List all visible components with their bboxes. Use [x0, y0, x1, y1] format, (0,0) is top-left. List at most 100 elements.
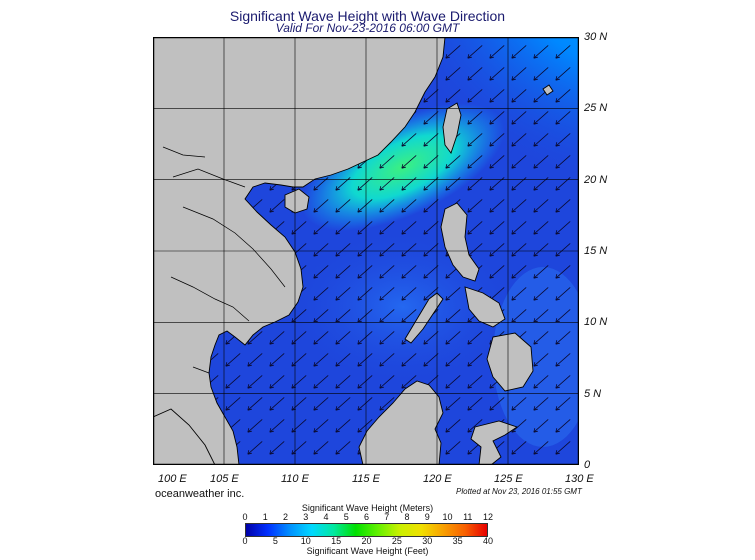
wave-direction-arrow: [423, 155, 439, 169]
wave-direction-arrow: [489, 221, 505, 235]
wave-direction-arrow: [313, 265, 329, 279]
land-taiwan: [442, 102, 462, 154]
wave-direction-arrow: [401, 309, 417, 323]
wave-direction-arrow: [533, 265, 549, 279]
wave-direction-arrow: [489, 67, 505, 81]
wave-direction-arrow: [313, 441, 329, 455]
colorbar: [245, 523, 488, 537]
wave-direction-arrow: [555, 67, 571, 81]
wave-direction-arrow: [445, 397, 461, 411]
wave-direction-arrow: [555, 331, 571, 345]
wave-direction-arrow: [379, 199, 395, 213]
wave-direction-arrow: [555, 441, 571, 455]
colorbar-feet-tick: 40: [482, 536, 494, 546]
colorbar-feet-tick: 25: [391, 536, 402, 546]
wave-direction-arrow: [445, 67, 461, 81]
wave-direction-arrow: [401, 221, 417, 235]
latitude-label: 5 N: [584, 387, 602, 400]
colorbar-meter-tick: 10: [442, 512, 453, 522]
wave-direction-arrow: [467, 375, 483, 389]
wave-direction-arrow: [445, 419, 461, 433]
wave-direction-arrow: [401, 265, 417, 279]
wave-direction-arrow: [467, 45, 483, 59]
lat-lon-grid: [153, 37, 579, 465]
land-ryukyu: [542, 84, 554, 96]
colorbar-meter-tick: 5: [343, 512, 349, 522]
wave-direction-arrow: [533, 67, 549, 81]
wave-direction-arrow: [555, 243, 571, 257]
wave-direction-arrow: [555, 89, 571, 103]
wave-direction-arrow: [335, 243, 351, 257]
wave-direction-arrow: [225, 397, 241, 411]
wave-direction-arrow: [335, 199, 351, 213]
colorbar-meter-tick: 3: [303, 512, 309, 522]
wave-direction-arrow: [379, 221, 395, 235]
wave-direction-arrow: [467, 199, 483, 213]
wave-direction-arrow: [467, 155, 483, 169]
map-frame: [153, 37, 579, 465]
wave-direction-arrow: [489, 133, 505, 147]
wave-direction-arrow: [269, 397, 285, 411]
wave-direction-arrow: [335, 441, 351, 455]
wave-direction-arrow: [555, 353, 571, 367]
wave-direction-arrow: [533, 45, 549, 59]
wave-direction-arrow: [423, 199, 439, 213]
wave-direction-arrow: [247, 353, 263, 367]
wave-direction-arrow: [467, 67, 483, 81]
colorbar-feet-tick: 5: [272, 536, 278, 546]
wave-direction-arrow: [313, 221, 329, 235]
wave-direction-arrow: [533, 111, 549, 125]
colorbar-meter-tick: 8: [404, 512, 410, 522]
wave-direction-arrow: [533, 243, 549, 257]
land-borneo: [358, 380, 444, 465]
wave-direction-arrow: [555, 133, 571, 147]
longitude-label: 125 E: [494, 473, 523, 485]
wave-direction-arrow: [445, 89, 461, 103]
wave-direction-arrow: [335, 309, 351, 323]
wave-direction-arrow: [533, 375, 549, 389]
colorbar-feet-tick: 15: [331, 536, 342, 546]
wave-direction-arrow: [445, 155, 461, 169]
wave-direction-arrow: [555, 199, 571, 213]
wave-direction-arrow: [467, 419, 483, 433]
wave-direction-arrow: [511, 441, 527, 455]
wave-direction-arrow: [379, 375, 395, 389]
wave-direction-arrow: [313, 397, 329, 411]
wave-direction-arrow: [423, 265, 439, 279]
wave-direction-arrow: [401, 133, 417, 147]
wave-direction-arrow: [555, 419, 571, 433]
wave-direction-arrow: [313, 199, 329, 213]
wave-direction-arrow: [379, 309, 395, 323]
wave-direction-arrow: [247, 375, 263, 389]
wave-direction-arrow: [555, 309, 571, 323]
land: [153, 37, 554, 465]
colorbar-meter-tick: 11: [463, 512, 473, 522]
colorbar-meter-tick: 6: [363, 512, 370, 522]
colorbar-title-meters: Significant Wave Height (Meters): [301, 503, 434, 513]
wave-direction-arrow: [379, 243, 395, 257]
wave-direction-arrow: [533, 441, 549, 455]
wave-direction-arrow: [533, 199, 549, 213]
latitude-label: 0: [584, 459, 591, 471]
wave-direction-arrow: [269, 199, 285, 213]
wave-direction-arrow: [357, 221, 373, 235]
wave-direction-arrow: [401, 199, 417, 213]
wave-direction-arrow: [555, 397, 571, 411]
wave-direction-arrow: [489, 199, 505, 213]
wave-direction-arrow: [445, 331, 461, 345]
wave-direction-arrow: [511, 67, 527, 81]
wave-direction-arrow: [247, 397, 263, 411]
wave-direction-arrow: [533, 397, 549, 411]
wave-direction-arrow: [445, 441, 461, 455]
latitude-label: 10 N: [584, 316, 608, 329]
wave-direction-arrow: [511, 397, 527, 411]
wave-direction-arrow: [269, 441, 285, 455]
wave-direction-arrow: [335, 397, 351, 411]
land-luzon: [440, 202, 480, 282]
wave-direction-arrow: [533, 353, 549, 367]
wave-direction-arrow: [335, 221, 351, 235]
country-borders: [162, 146, 286, 374]
wave-direction-arrow: [313, 331, 329, 345]
wave-direction-arrow: [357, 353, 373, 367]
wave-direction-arrow: [467, 133, 483, 147]
